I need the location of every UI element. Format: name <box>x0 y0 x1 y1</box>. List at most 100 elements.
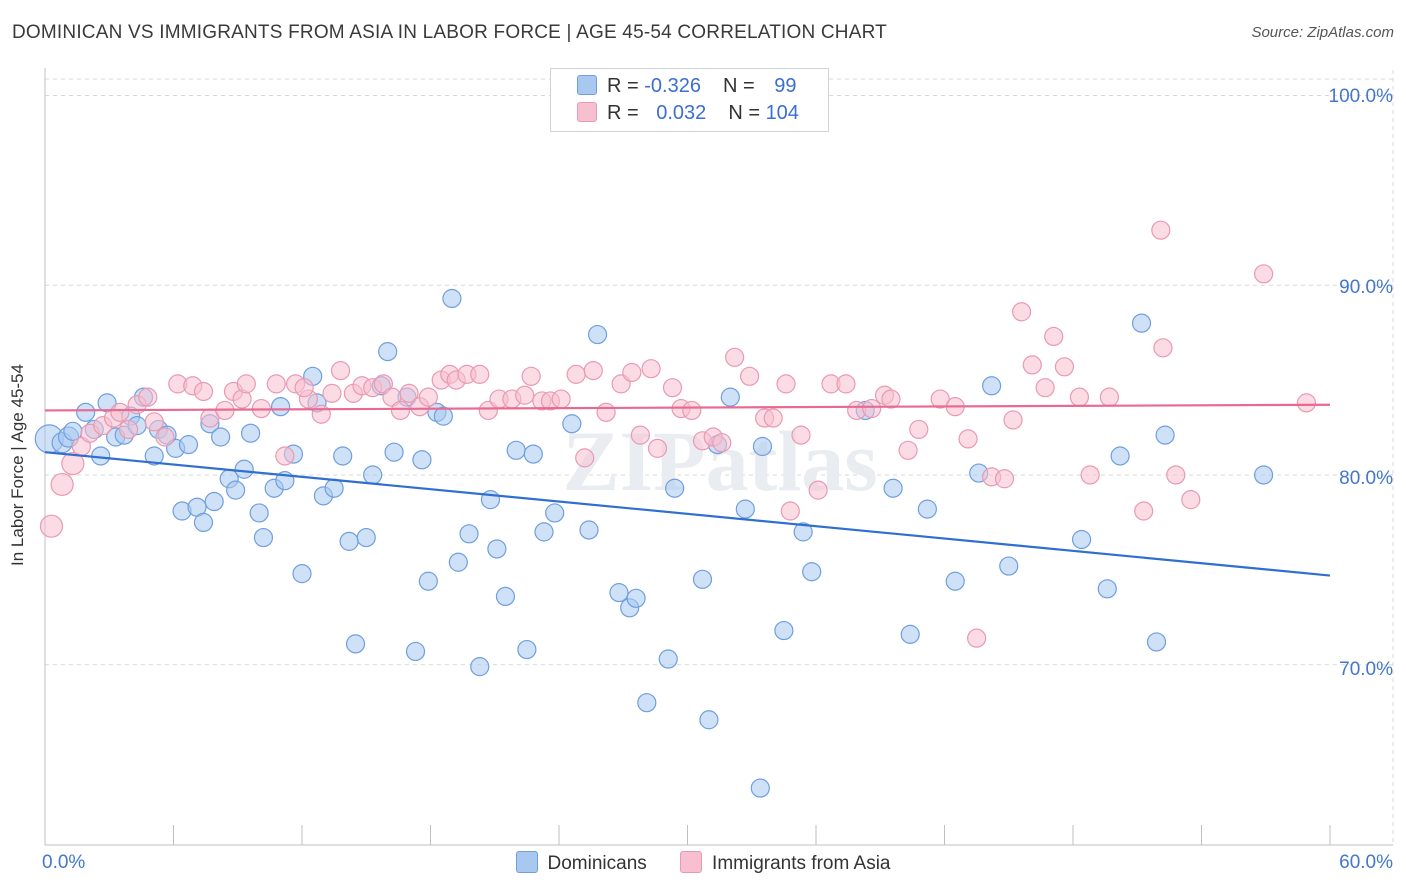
point-dominicans <box>545 503 565 523</box>
point-asia <box>596 402 616 422</box>
point-dominicans <box>178 435 199 455</box>
point-asia <box>1003 410 1023 430</box>
point-asia <box>1099 387 1120 407</box>
point-asia <box>622 362 642 383</box>
y-tick-label-70: 70.0% <box>1339 659 1393 680</box>
point-asia <box>712 433 732 453</box>
point-asia <box>390 400 411 421</box>
point-dominicans <box>1155 425 1175 445</box>
point-asia <box>740 366 760 386</box>
point-asia <box>50 472 74 497</box>
point-asia <box>1035 378 1055 398</box>
point-dominicans <box>774 620 794 641</box>
trend-line-dominicans <box>44 451 1331 577</box>
n-label: N = <box>722 75 761 97</box>
point-asia <box>322 383 342 403</box>
point-dominicans <box>211 427 231 447</box>
point-dominicans <box>384 442 404 462</box>
correlation-legend: R = -0.326 N = 99 R = 0.032 N = 104 <box>550 68 829 132</box>
point-asia <box>682 400 702 421</box>
point-dominicans <box>442 288 462 309</box>
point-dominicans <box>234 459 254 479</box>
point-dominicans <box>226 480 246 500</box>
point-asia <box>1044 326 1064 347</box>
point-dominicans <box>345 634 366 654</box>
point-dominicans <box>405 641 426 662</box>
point-asia <box>1134 501 1154 521</box>
point-dominicans <box>699 710 719 730</box>
r-value: -0.326 <box>644 75 701 97</box>
point-dominicans <box>982 376 1002 396</box>
point-asia <box>836 374 856 394</box>
r-value: 0.032 <box>656 102 707 124</box>
series-legend: Dominicans Immigrants from Asia <box>0 851 1406 875</box>
n-value: 104 <box>765 102 799 124</box>
legend-item-dominicans: Dominicans <box>515 851 647 875</box>
point-asia <box>1151 220 1171 240</box>
point-asia <box>515 385 535 405</box>
point-dominicans <box>363 465 383 485</box>
point-dominicans <box>579 520 599 540</box>
point-dominicans <box>665 478 685 498</box>
blue-swatch-icon <box>515 851 538 873</box>
point-dominicans <box>333 446 353 466</box>
point-dominicans <box>999 556 1019 576</box>
point-asia <box>1011 302 1032 322</box>
point-asia <box>1054 357 1075 377</box>
point-dominicans <box>378 342 398 362</box>
y-tick-label-100: 100.0% <box>1328 86 1393 107</box>
point-dominicans <box>917 499 937 519</box>
point-dominicans <box>76 402 96 422</box>
point-asia <box>994 469 1015 489</box>
point-dominicans <box>448 552 468 572</box>
trend-line-asia <box>44 403 1331 412</box>
point-asia <box>61 451 85 476</box>
point-dominicans <box>517 639 537 660</box>
y-tick-label-90: 90.0% <box>1339 277 1393 298</box>
point-dominicans <box>1110 446 1130 466</box>
point-dominicans <box>883 478 903 498</box>
point-dominicans <box>900 624 920 644</box>
point-dominicans <box>1254 465 1274 485</box>
point-asia <box>1080 465 1100 485</box>
point-asia <box>575 448 595 468</box>
point-dominicans <box>637 693 657 713</box>
point-asia <box>193 381 214 402</box>
point-asia <box>780 501 800 521</box>
point-asia <box>641 359 661 379</box>
x-tick-label-max: 60.0% <box>1339 852 1393 873</box>
point-asia <box>967 628 987 648</box>
point-asia <box>1069 387 1090 407</box>
point-dominicans <box>204 491 224 512</box>
point-dominicans <box>1131 313 1152 333</box>
legend-row-dominicans: R = -0.326 N = 99 <box>577 75 796 101</box>
point-asia <box>399 383 419 403</box>
legend-label-dominicans: Dominicans <box>547 853 647 874</box>
point-dominicans <box>144 446 164 466</box>
point-dominicans <box>692 569 713 589</box>
point-dominicans <box>506 440 526 460</box>
chart-title: DOMINICAN VS IMMIGRANTS FROM ASIA IN LAB… <box>12 22 887 43</box>
point-asia <box>862 398 882 419</box>
y-tick-label-80: 80.0% <box>1339 468 1393 489</box>
point-dominicans <box>487 539 507 559</box>
point-asia <box>39 514 64 538</box>
point-dominicans <box>802 562 822 582</box>
point-asia <box>763 408 783 428</box>
point-dominicans <box>270 397 291 417</box>
point-asia <box>144 412 164 432</box>
point-asia <box>275 446 295 466</box>
point-dominicans <box>418 571 438 591</box>
chart-source: Source: ZipAtlas.com <box>1251 24 1394 41</box>
y-axis-label: In Labor Force | Age 45-54 <box>8 364 27 566</box>
point-dominicans <box>1146 632 1167 652</box>
point-asia <box>725 347 745 367</box>
point-dominicans <box>459 524 479 544</box>
point-dominicans <box>735 499 755 519</box>
point-asia <box>1254 264 1274 284</box>
point-asia <box>236 374 256 394</box>
point-dominicans <box>324 478 344 498</box>
point-asia <box>583 360 603 381</box>
point-asia <box>909 419 929 440</box>
